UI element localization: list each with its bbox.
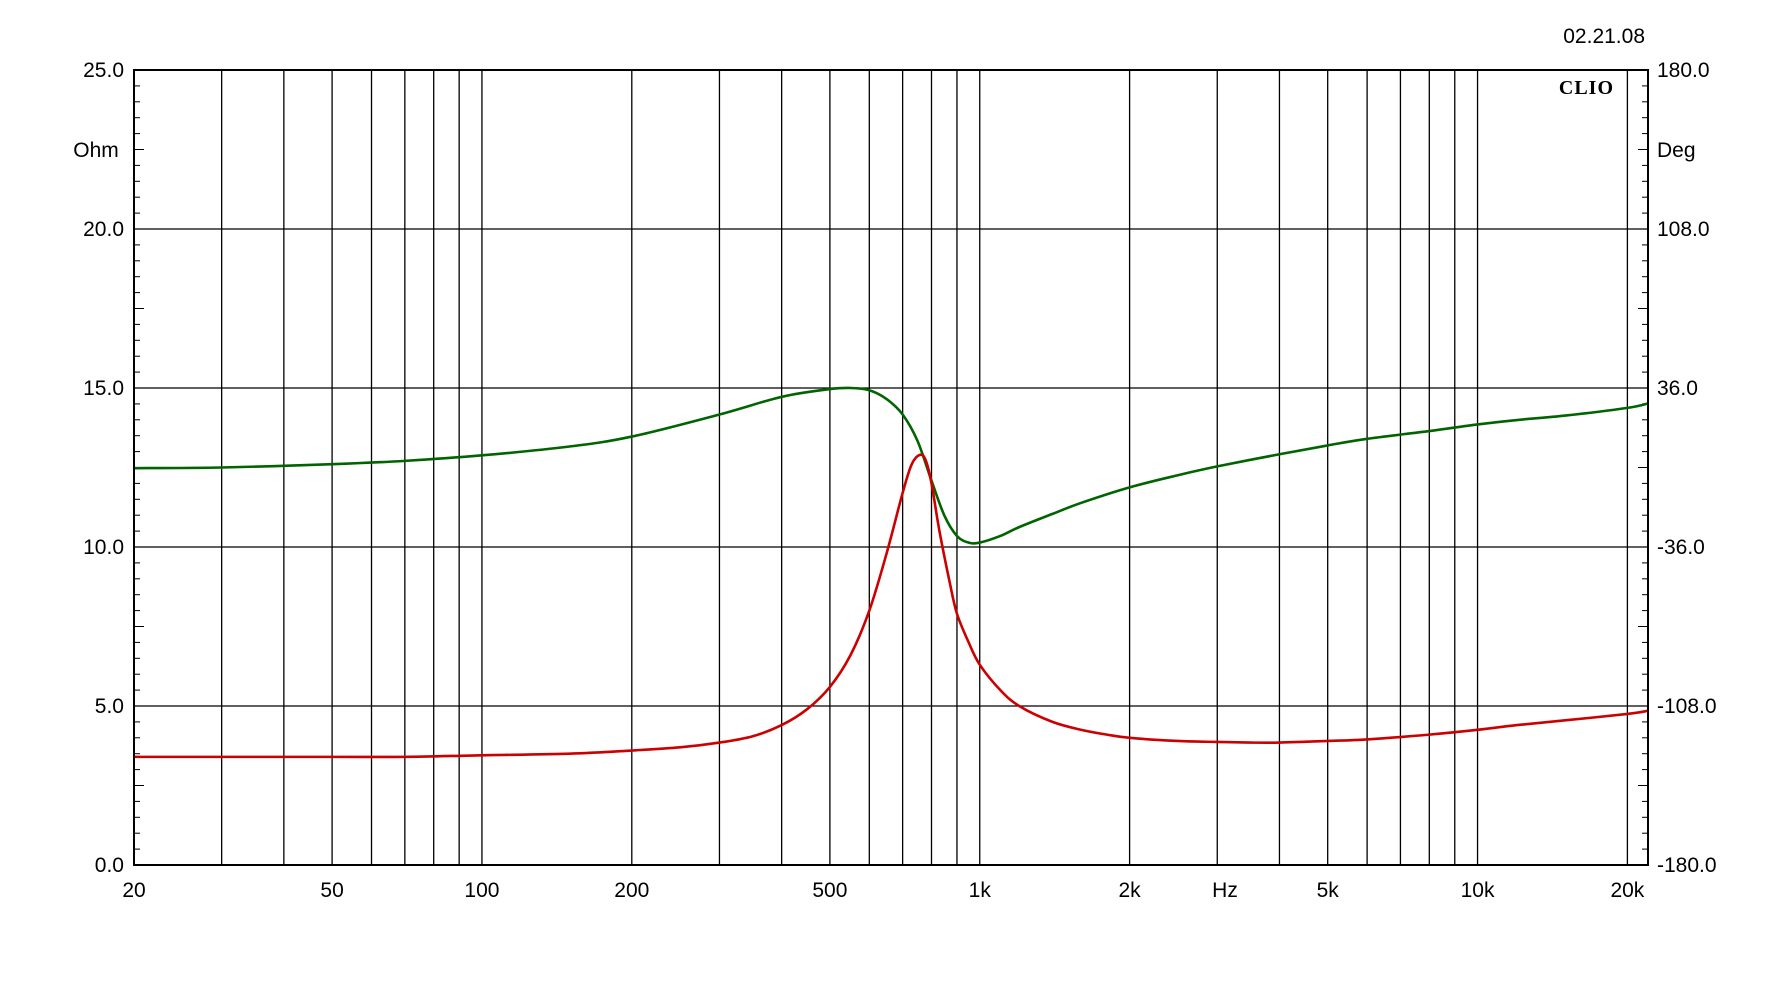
y-tick-label: 25.0 — [83, 59, 124, 82]
y2-tick-label: 180.0 — [1657, 59, 1710, 82]
x-tick-label: 20 — [122, 879, 145, 902]
series-layer — [133, 386, 1649, 759]
y-tick-label: 0.0 — [95, 854, 124, 877]
y2-tick-label: 36.0 — [1657, 377, 1698, 400]
x-tick-label: 2k — [1119, 879, 1142, 902]
impedance-curve — [134, 453, 1649, 759]
x-tick-label: 200 — [614, 879, 649, 902]
y-tick-label: 10.0 — [83, 536, 124, 559]
y-tick-label: 20.0 — [83, 218, 124, 241]
x-tick-label: 50 — [320, 879, 343, 902]
y2-axis-unit-label: Deg — [1657, 139, 1696, 162]
x-tick-label: 20k — [1610, 879, 1644, 902]
x-tick-label: 5k — [1317, 879, 1340, 902]
clio-brand-logo: CLIO — [1559, 77, 1614, 99]
y2-tick-label: -180.0 — [1657, 854, 1717, 877]
date-label: 02.21.08 — [1563, 25, 1645, 48]
tick-labels: 20 50 100 200 500 1k 2k 5k 10k 20k 0.0 5.0 10.0 15.0 2… — [83, 59, 1716, 902]
y2-tick-label: -36.0 — [1657, 536, 1705, 559]
x-tick-label: 500 — [812, 879, 847, 902]
y2-tick-label: 108.0 — [1657, 218, 1710, 241]
y-axis-unit-label: Ohm — [73, 139, 119, 162]
grid — [134, 69, 1648, 866]
x-tick-label: 10k — [1461, 879, 1495, 902]
y-tick-label: 5.0 — [95, 695, 124, 718]
y-tick-label: 15.0 — [83, 377, 124, 400]
y2-tick-label: -108.0 — [1657, 695, 1717, 718]
x-axis-unit-label: Hz — [1212, 879, 1238, 902]
plot-frame — [133, 69, 1649, 866]
x-tick-label: 1k — [969, 879, 992, 902]
x-tick-label: 100 — [464, 879, 499, 902]
phase-curve — [133, 386, 1649, 545]
